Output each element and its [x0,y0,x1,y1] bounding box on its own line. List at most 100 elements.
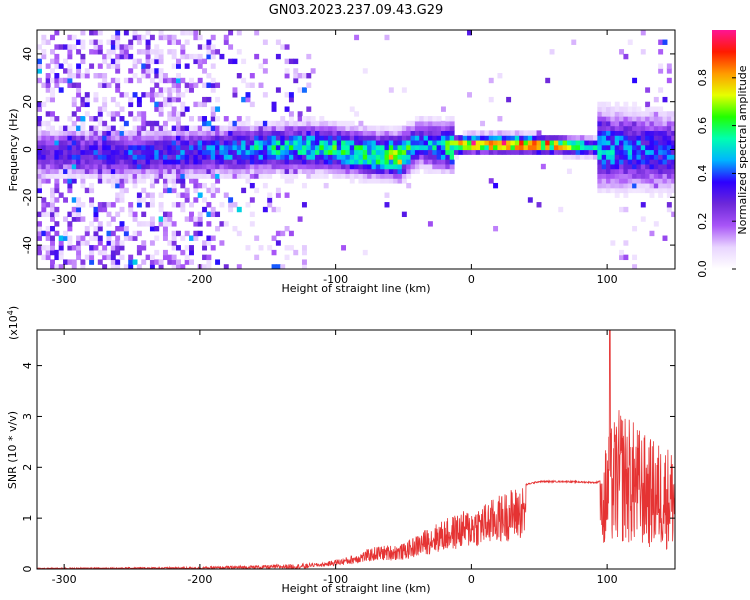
heat-cell [632,77,638,84]
heat-cell [301,259,307,265]
heat-cell [658,116,664,122]
heat-cell [189,87,194,93]
heat-cell [197,101,203,108]
heat-cell [275,187,281,194]
heat-cell [262,68,268,74]
heat-cell [284,178,290,184]
heat-cell [180,44,186,50]
colorbar-tick-label: 0.8 [696,69,709,87]
heat-cell [280,144,286,151]
heat-cell [67,139,73,146]
snr-series-line [37,330,675,569]
heat-cell [136,34,142,41]
heat-cell [671,211,675,218]
heat-cell [267,202,273,208]
heat-cell [97,111,103,117]
heat-cell [310,144,316,151]
heat-cell [306,116,312,122]
heat-cell [197,230,203,237]
heat-cell [115,159,121,165]
heat-cell [162,254,168,261]
heat-cell [406,130,412,136]
heat-cell [419,125,425,131]
heat-cell [249,163,255,170]
heat-cell [184,106,190,112]
heat-cell [202,82,208,88]
heat-cell [67,163,73,170]
heat-cell [332,163,338,170]
heat-cell [110,125,116,131]
heat-cell [488,149,494,155]
heat-cell [662,154,668,160]
heat-cell [58,254,64,261]
heat-cell [249,173,255,179]
heat-cell [336,149,342,155]
heat-cell [58,44,64,50]
heat-cell [380,144,386,151]
heat-cell [54,73,60,79]
heat-cell [97,159,103,165]
heat-cell [623,163,629,170]
heat-cell [136,96,142,103]
heat-cell [37,135,42,141]
heat-cell [167,216,173,222]
heat-cell [606,163,611,170]
heat-cell [54,187,60,194]
heat-cell [206,144,212,151]
heat-cell [345,168,351,174]
heat-cell [228,144,234,151]
heat-cell [158,206,164,213]
heat-cell [254,159,260,165]
heat-cell [653,106,659,112]
heat-cell [141,135,147,141]
heat-cell [640,125,646,131]
heat-cell [128,173,134,179]
heat-cell [162,168,168,174]
heat-cell [315,159,320,165]
heat-cell [184,125,190,131]
heat-cell [297,216,303,222]
heat-cell [601,159,607,165]
heat-cell [301,130,307,136]
heat-cell [623,53,629,60]
heat-cell [102,245,108,251]
heat-cell [67,221,73,227]
heat-cell [427,139,433,146]
heat-cell [162,154,168,160]
heat-cell [132,216,138,222]
heat-cell [658,87,664,93]
heat-cell [375,144,381,151]
heat-cell [76,135,82,141]
heat-cell [171,230,177,237]
heat-cell [493,139,499,146]
heat-cell [297,163,303,170]
heat-cell [388,130,394,136]
heat-cell [293,77,299,84]
heat-cell [145,92,151,98]
heat-cell [154,225,160,232]
heat-cell [649,149,655,155]
heat-cell [110,63,116,69]
heat-cell [45,39,51,45]
heat-cell [436,168,442,174]
heat-cell [597,144,603,151]
heat-cell [193,187,199,194]
heat-cell [332,120,338,127]
heat-cell [584,144,590,151]
heat-cell [636,130,642,136]
heat-cell [601,154,607,160]
heat-cell [45,73,51,79]
heat-cell [645,173,651,179]
y-tick-label: 2 [21,464,34,471]
heat-cell [549,49,555,55]
heat-cell [632,173,638,179]
heat-cell [210,130,216,136]
heat-cell [84,144,90,151]
heat-cell [171,135,177,141]
heat-cell [410,130,416,136]
heat-cell [653,159,659,165]
heat-cell [45,235,51,241]
heat-cell [649,178,655,184]
heat-cell [332,149,338,155]
heat-cell [449,125,455,131]
